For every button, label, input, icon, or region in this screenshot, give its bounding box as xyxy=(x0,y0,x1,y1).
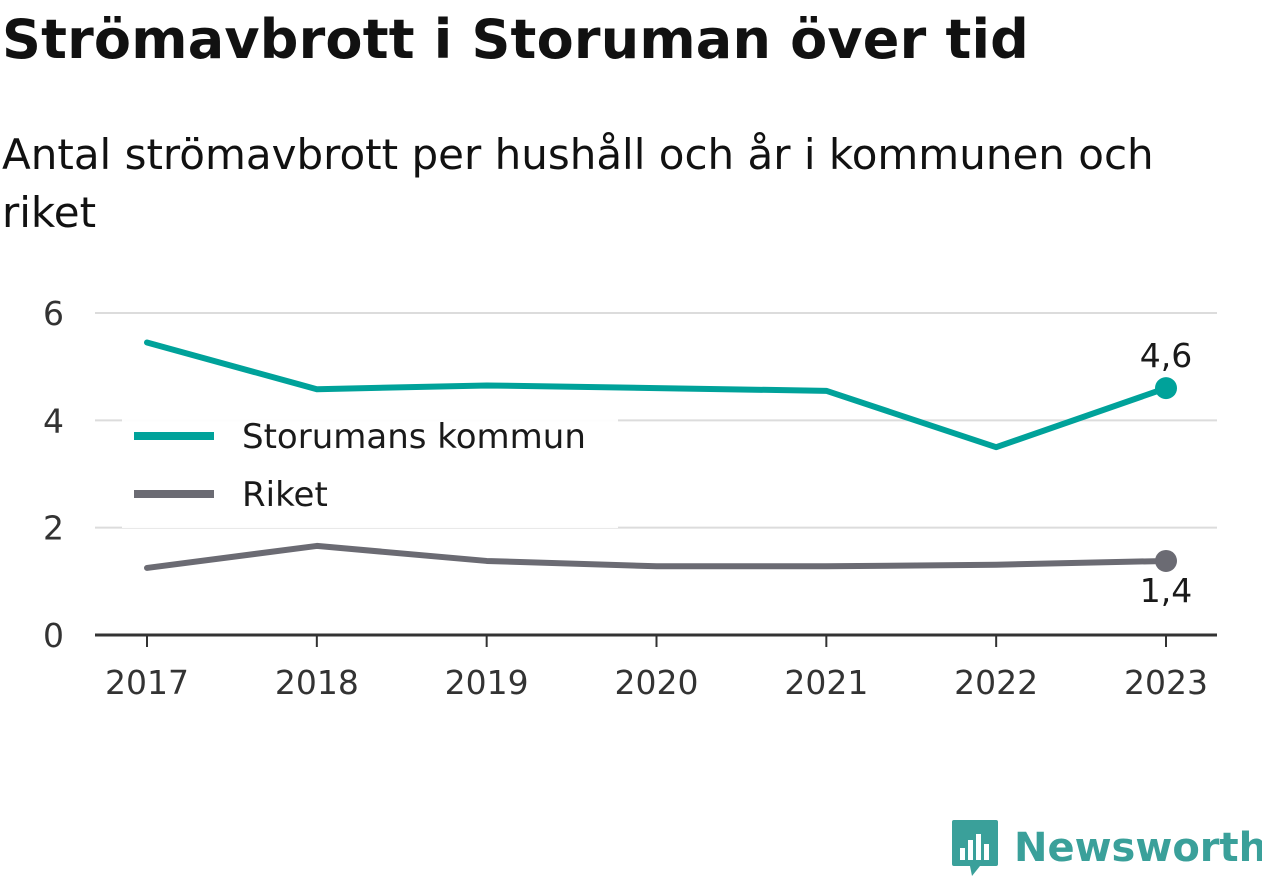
legend-label: Riket xyxy=(242,475,328,515)
y-axis-ticks: 0 2 4 6 xyxy=(43,294,64,655)
x-tick-label: 2019 xyxy=(445,663,529,702)
series-end-point xyxy=(1155,549,1177,572)
x-tick-label: 2020 xyxy=(615,663,699,702)
series-end-point xyxy=(1155,377,1177,400)
series-end-label: 4,6 xyxy=(1140,336,1192,375)
legend-background xyxy=(122,404,618,528)
y-tick-label: 6 xyxy=(43,294,64,333)
series-end-label: 1,4 xyxy=(1140,571,1192,610)
legend-label: Storumans kommun xyxy=(242,417,586,457)
x-tick-label: 2023 xyxy=(1124,663,1208,702)
x-tick-label: 2017 xyxy=(105,663,189,702)
series-lines: 4,6 1,4 xyxy=(144,336,1192,610)
x-tick-label: 2021 xyxy=(784,663,868,702)
chart-title: Strömavbrott i Storuman över tid xyxy=(2,8,1030,71)
y-tick-label: 4 xyxy=(43,401,64,440)
newsworthy-brand: Newsworthy xyxy=(950,818,1262,878)
brand-name: Newsworthy xyxy=(1014,825,1262,871)
y-tick-label: 0 xyxy=(43,616,64,655)
x-axis: 2017 2018 2019 2020 2021 2022 2023 xyxy=(95,633,1217,702)
chart-subtitle: Antal strömavbrott per hushåll och år i … xyxy=(2,130,1154,237)
bar-chart-logo-icon xyxy=(952,820,998,876)
series-line-1 xyxy=(144,542,1169,571)
series-line-0 xyxy=(144,339,1169,451)
x-tick-label: 2018 xyxy=(275,663,359,702)
y-tick-label: 2 xyxy=(43,509,64,548)
legend: Storumans kommun Riket xyxy=(122,404,618,528)
x-tick-label: 2022 xyxy=(954,663,1038,702)
